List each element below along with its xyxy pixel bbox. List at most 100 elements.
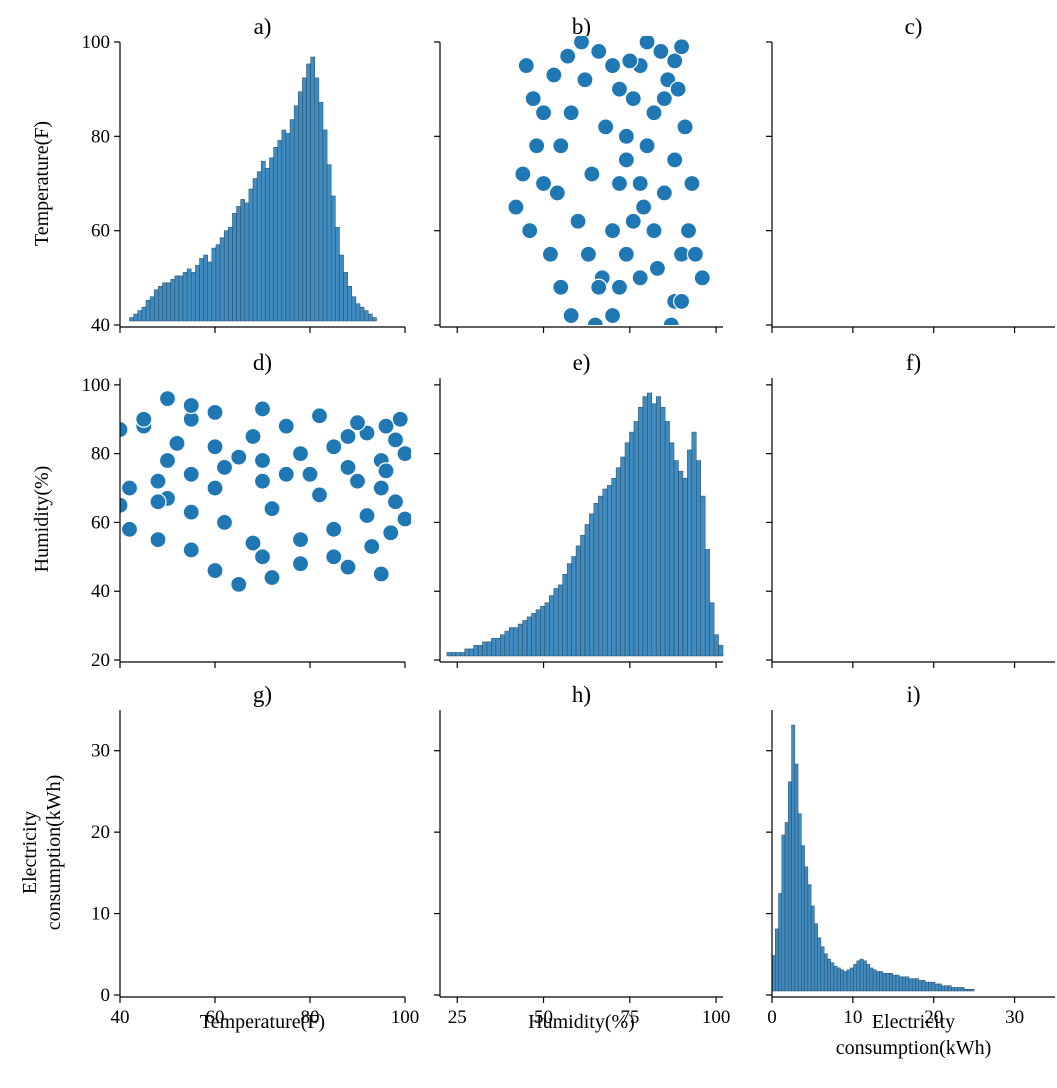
hist-bar bbox=[260, 160, 266, 322]
scatter-point bbox=[397, 376, 413, 392]
y-axis-label-line: Humidity(%) bbox=[31, 466, 53, 573]
hist-bar bbox=[718, 645, 724, 657]
hist-bar bbox=[820, 946, 825, 992]
y-tick-label: 30 bbox=[91, 741, 110, 762]
scatter-point bbox=[477, 466, 493, 482]
scatter-point bbox=[411, 417, 427, 433]
scatter-point bbox=[149, 531, 167, 549]
hist-bar bbox=[351, 296, 357, 322]
hist-bar bbox=[598, 495, 604, 657]
scatter-point bbox=[391, 759, 407, 775]
scatter-point bbox=[182, 396, 200, 415]
panel-title: g) bbox=[253, 682, 272, 707]
hist-bar bbox=[281, 129, 287, 322]
y-axis-label-line: Electricity bbox=[19, 811, 41, 894]
panel-title: f) bbox=[906, 350, 921, 375]
scatter-point bbox=[418, 295, 434, 311]
x-axis-label-line: consumption(kWh) bbox=[836, 1037, 992, 1059]
scatter-point bbox=[377, 417, 395, 435]
x-tick-label: 0 bbox=[767, 1007, 777, 1028]
hist-bar bbox=[495, 637, 501, 657]
hist-bar bbox=[252, 178, 258, 322]
scatter-point bbox=[158, 451, 177, 470]
scatter-point bbox=[990, 693, 1006, 709]
scatter-point bbox=[120, 479, 139, 497]
scatter-point bbox=[562, 104, 580, 122]
scatter-point bbox=[291, 531, 310, 549]
scatter-point bbox=[579, 245, 598, 263]
scatter-point bbox=[291, 445, 310, 463]
scatter-point bbox=[277, 465, 295, 483]
hist-bar bbox=[504, 630, 510, 657]
scatter-point bbox=[391, 661, 407, 677]
hist-bar bbox=[228, 226, 233, 322]
hist-bar bbox=[642, 396, 648, 657]
scatter-point bbox=[598, 326, 614, 342]
hist-bar bbox=[611, 478, 617, 657]
plot-area bbox=[0, 197, 100, 645]
scatter-point bbox=[652, 42, 670, 61]
hist-bar bbox=[141, 306, 147, 322]
x-tick-label: 100 bbox=[391, 1007, 420, 1028]
hist-bar bbox=[293, 105, 299, 322]
plot-area bbox=[772, 724, 975, 992]
hist-bar bbox=[318, 101, 324, 322]
hist-bar bbox=[660, 406, 666, 657]
scatter-point bbox=[244, 427, 262, 446]
hist-bar bbox=[814, 923, 818, 992]
scatter-point bbox=[391, 410, 409, 428]
hist-bar bbox=[879, 971, 884, 992]
hist-bar bbox=[885, 973, 890, 992]
hist-bar bbox=[957, 987, 962, 992]
scatter-point bbox=[397, 173, 413, 189]
scatter-point bbox=[556, 378, 572, 394]
y-tick-label: 100 bbox=[82, 32, 111, 53]
hist-bar bbox=[557, 584, 563, 657]
scatter-point bbox=[253, 472, 272, 490]
x-tick-label: 10 bbox=[843, 1007, 862, 1028]
panel-d: d) 20 40 60 80 100 bbox=[74, 350, 411, 671]
hist-bar bbox=[544, 602, 550, 657]
hist-bar bbox=[931, 981, 936, 992]
hist-bar bbox=[508, 627, 514, 657]
scatter-point bbox=[480, 450, 496, 466]
scatter-point bbox=[27, 254, 43, 270]
hist-bar bbox=[335, 226, 340, 322]
hist-bar bbox=[277, 140, 283, 322]
scatter-point bbox=[301, 465, 319, 483]
hist-bar bbox=[178, 275, 184, 322]
scatter-point bbox=[230, 575, 248, 593]
hist-bar bbox=[368, 313, 373, 322]
scatter-point bbox=[460, 295, 476, 311]
scatter-point bbox=[605, 355, 621, 371]
hist-bar bbox=[500, 634, 506, 657]
hist-bar bbox=[347, 286, 353, 322]
hist-bar bbox=[615, 467, 621, 657]
hist-bar bbox=[593, 502, 599, 657]
scatter-point bbox=[277, 417, 295, 435]
hist-bar bbox=[477, 645, 483, 657]
scatter-point bbox=[206, 403, 224, 421]
scatter-point bbox=[339, 458, 357, 477]
hist-bar bbox=[895, 974, 900, 992]
scatter-point bbox=[586, 316, 604, 325]
scatter-point bbox=[545, 66, 563, 84]
scatter-point bbox=[583, 165, 601, 183]
scatter-point bbox=[610, 80, 629, 98]
hist-bar bbox=[236, 206, 241, 322]
panel-title: h) bbox=[572, 682, 591, 707]
hist-bar bbox=[339, 254, 344, 322]
scatter-point bbox=[74, 480, 90, 496]
hist-bar bbox=[460, 652, 465, 657]
hist-bar bbox=[203, 254, 208, 322]
panel-title: c) bbox=[905, 14, 923, 39]
scatter-point bbox=[182, 465, 200, 483]
hist-bar bbox=[836, 967, 841, 992]
hist-bar bbox=[182, 272, 188, 322]
hist-bar bbox=[191, 272, 196, 322]
x-tick-label: 50 bbox=[534, 1007, 553, 1028]
panel-e: e) bbox=[434, 350, 724, 668]
scatter-point bbox=[562, 306, 580, 325]
scatter-point bbox=[386, 493, 405, 511]
hist-bar bbox=[166, 282, 171, 322]
